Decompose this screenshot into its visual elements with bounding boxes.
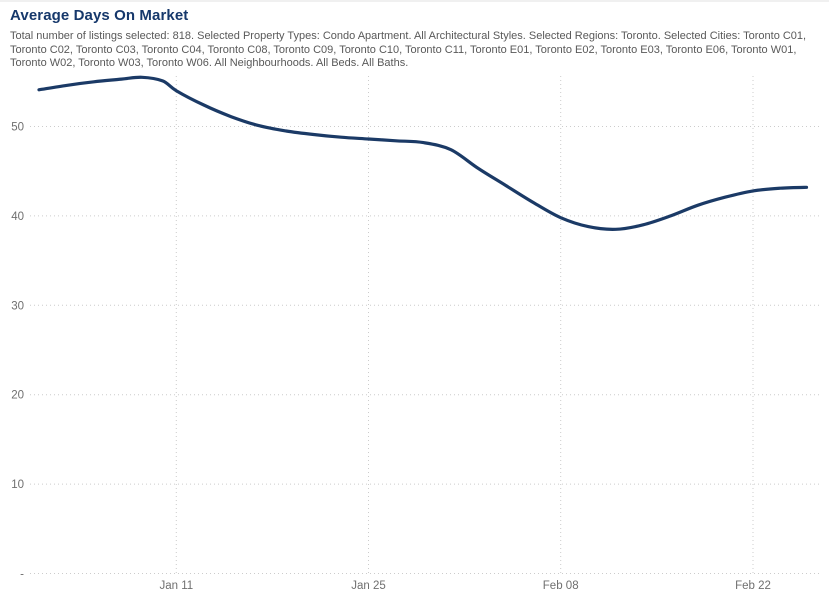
x-tick-label: Feb 08	[543, 580, 579, 592]
y-tick-label: 10	[11, 479, 24, 491]
x-tick-label: Jan 25	[351, 580, 386, 592]
axis-labels: 50 40 30 20 10 - Jan 11 Jan 25 Feb 08 Feb 22	[11, 122, 771, 593]
y-tick-label: 20	[11, 390, 24, 402]
y-tick-label: 40	[11, 211, 24, 223]
x-tick-label: Feb 22	[735, 580, 771, 592]
x-tick-label: Jan 11	[159, 580, 193, 592]
chart-title: Average Days On Market	[10, 7, 189, 24]
y-tick-label: 30	[11, 300, 24, 312]
chart-subtitle: Total number of listings selected: 818. …	[10, 30, 807, 69]
series-line[interactable]	[37, 75, 809, 231]
y-tick-label: 50	[11, 122, 24, 134]
y-tick-label: -	[20, 569, 24, 581]
gridlines	[30, 76, 819, 574]
